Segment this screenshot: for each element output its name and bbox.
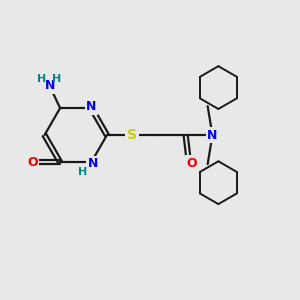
Text: N: N — [88, 157, 98, 170]
Text: O: O — [27, 156, 38, 169]
Text: N: N — [86, 100, 97, 113]
Text: S: S — [127, 128, 137, 142]
Text: H: H — [37, 74, 46, 84]
Text: H: H — [52, 74, 61, 84]
Text: N: N — [207, 129, 218, 142]
Text: O: O — [186, 157, 197, 170]
Text: H: H — [78, 167, 88, 177]
Text: N: N — [44, 79, 55, 92]
